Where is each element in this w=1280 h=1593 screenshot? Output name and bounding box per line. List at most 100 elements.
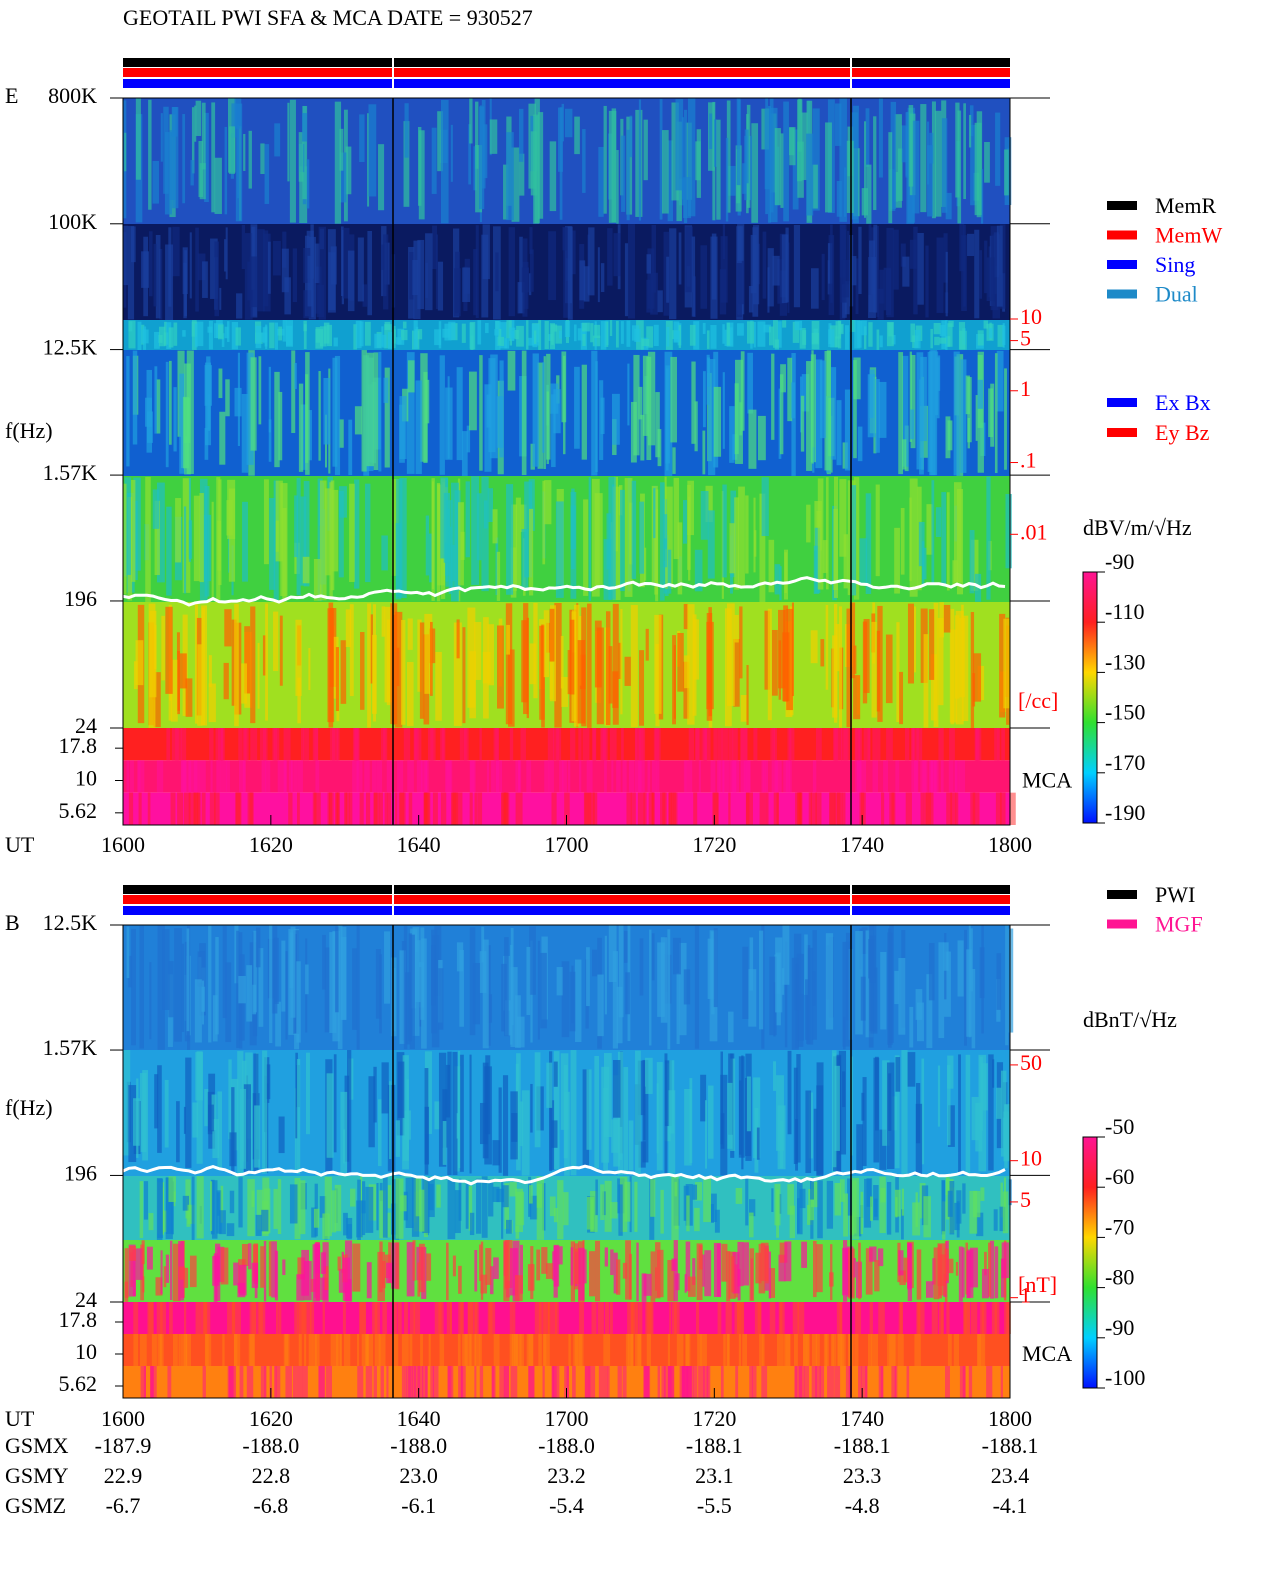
mca-streak — [503, 1366, 509, 1398]
spectrum-streak — [851, 1177, 859, 1240]
spectrum-streak — [737, 323, 744, 336]
mca-streak — [968, 1366, 973, 1398]
spectrum-streak — [366, 352, 374, 467]
spectrum-streak — [508, 227, 515, 317]
mca-label: MCA — [1022, 768, 1072, 793]
mca-streak — [284, 760, 288, 793]
mca-streak — [147, 792, 151, 825]
spectrum-streak — [930, 328, 933, 349]
spectrum-streak — [229, 126, 235, 174]
spectrum-streak — [711, 233, 717, 300]
mca-streak — [288, 792, 293, 825]
spectrum-streak — [253, 930, 257, 1013]
spectrum-streak — [194, 979, 202, 1043]
spectrum-streak — [975, 573, 982, 602]
spectrum-streak — [986, 257, 995, 302]
spectrum-streak — [643, 1273, 652, 1296]
mca-streak — [440, 792, 447, 825]
mca-streak — [210, 760, 213, 793]
spectrum-streak — [538, 112, 544, 219]
spectrum-streak — [842, 1247, 850, 1296]
spectrum-streak — [748, 969, 757, 1027]
spectrum-streak — [164, 1079, 169, 1148]
spectrum-streak — [864, 121, 867, 218]
spectrum-streak — [173, 387, 177, 452]
spectrum-streak — [368, 104, 377, 197]
spectrum-streak — [365, 1186, 374, 1233]
spectrum-streak — [661, 130, 669, 214]
spectrum-streak — [989, 328, 993, 339]
spectrum-streak — [549, 1196, 556, 1217]
spectrum-streak — [399, 950, 407, 1044]
spectrum-streak — [518, 108, 524, 162]
mca-streak — [439, 1334, 445, 1366]
mca-streak — [567, 760, 571, 793]
spectrum-streak — [947, 1190, 953, 1217]
spectrum-streak — [810, 630, 818, 664]
spectrum-streak — [837, 320, 842, 349]
spectrum-streak — [378, 144, 385, 211]
spectrum-streak — [627, 363, 630, 426]
spectrum-streak — [876, 329, 880, 350]
spectrum-streak — [913, 606, 917, 673]
spectrum-streak — [880, 1187, 886, 1203]
spectrum-streak — [687, 480, 694, 536]
spectrum-streak — [501, 1180, 504, 1239]
spectrum-streak — [611, 1119, 620, 1153]
spectrum-streak — [295, 619, 302, 696]
mca-streak — [387, 792, 392, 825]
mca-streak — [515, 760, 521, 793]
spectrum-streak — [529, 1185, 533, 1204]
mca-streak — [446, 1302, 452, 1334]
spectrum-streak — [300, 496, 307, 586]
x-tick-label: 1600 — [101, 1406, 145, 1431]
spectrum-streak — [822, 540, 828, 573]
spectrum-streak — [710, 325, 717, 349]
mca-streak — [458, 1366, 463, 1398]
spectrum-streak — [469, 98, 473, 144]
spectrum-streak — [215, 1243, 221, 1302]
spectrum-streak — [231, 103, 237, 138]
spectrum-streak — [604, 935, 607, 1015]
mca-streak — [663, 1366, 667, 1398]
spectrum-streak — [402, 321, 407, 329]
mca-streak — [397, 1302, 402, 1334]
spectrum-streak — [262, 635, 266, 676]
spectrum-streak — [844, 281, 850, 315]
spectrum-streak — [740, 695, 748, 722]
spectrum-streak — [419, 1189, 425, 1232]
spectrum-streak — [927, 145, 933, 217]
spectrum-streak — [594, 1055, 600, 1169]
spectrum-streak — [736, 98, 741, 186]
spectrum-streak — [726, 603, 735, 706]
spectrum-streak — [192, 1102, 199, 1138]
status-bar — [123, 895, 1010, 904]
spectrum-streak — [285, 951, 288, 1040]
mca-streak — [279, 760, 286, 793]
spectrum-streak — [367, 231, 373, 316]
spectrum-streak — [795, 1119, 799, 1171]
spectrum-streak — [833, 476, 839, 598]
mca-streak — [383, 728, 386, 761]
spectrum-streak — [612, 603, 619, 725]
spectrum-streak — [885, 634, 893, 704]
mca-streak — [267, 760, 271, 793]
spectrum-streak — [343, 227, 350, 299]
spectrum-streak — [626, 320, 631, 347]
spectrum-streak — [168, 961, 174, 1018]
mca-streak — [676, 1334, 684, 1366]
mca-streak — [217, 728, 224, 761]
spectrum-streak — [305, 964, 309, 995]
spectrum-streak — [508, 649, 515, 727]
mca-streak — [292, 1366, 297, 1398]
spectrum-streak — [615, 320, 619, 348]
spectrum-streak — [215, 937, 219, 1035]
mca-streak — [669, 1302, 672, 1334]
spectrum-streak — [211, 501, 214, 601]
legend-label: MGF — [1155, 912, 1203, 937]
spectrum-streak — [582, 1069, 590, 1167]
spectrum-streak — [582, 129, 586, 193]
mca-streak — [859, 760, 867, 793]
spectrum-streak — [148, 1213, 154, 1231]
mca-streak — [578, 760, 582, 793]
